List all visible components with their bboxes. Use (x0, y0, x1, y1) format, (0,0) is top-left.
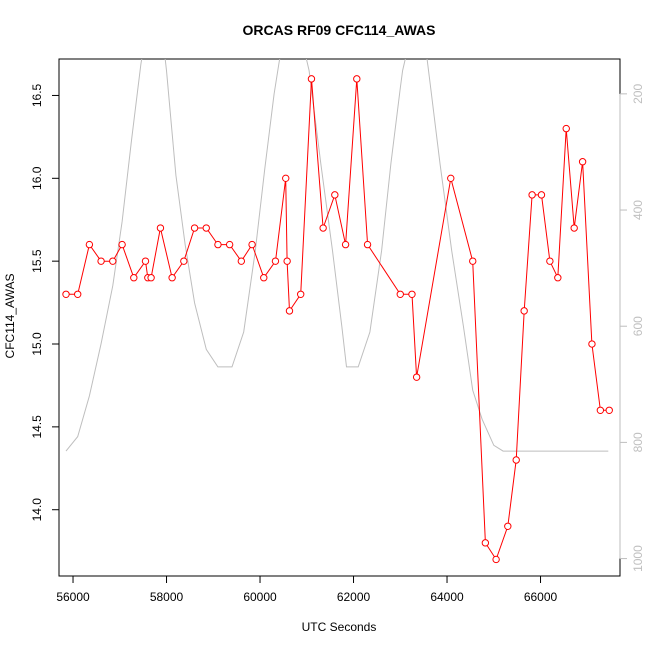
cfc114-point (605, 406, 613, 414)
cfc114-point (118, 240, 126, 249)
cfc114-point (214, 240, 222, 249)
cfc114-point (537, 191, 546, 199)
cfc114-point (248, 240, 256, 249)
cfc114-point (554, 274, 562, 282)
cfc114-point (97, 257, 105, 265)
cfc114-point (260, 274, 268, 282)
cfc114-point (168, 274, 176, 282)
cfc114-point (307, 75, 316, 83)
cfc114-point (408, 290, 416, 299)
plot-frame (58, 58, 621, 577)
cfc114-point (481, 539, 490, 547)
cfc114-point (447, 174, 455, 183)
cfc114-point (396, 290, 404, 299)
cfc114-point (109, 257, 117, 265)
y-tick-label: 16.0 (30, 166, 44, 190)
cfc114-point (202, 224, 210, 232)
x-tick-label: 60000 (243, 590, 277, 604)
y2-tick-label: 800 (631, 432, 645, 452)
cfc114-point (596, 406, 605, 414)
cfc114-point (296, 290, 305, 299)
cfc114-point (190, 224, 199, 232)
cfc114-point (74, 290, 82, 299)
cfc114-point (353, 75, 361, 83)
cfc114-point (562, 124, 570, 133)
cfc114-point (578, 158, 587, 166)
cfc114-point (570, 224, 578, 232)
cfc114-point (282, 174, 290, 183)
cfc114-point (588, 340, 596, 348)
x-tick-label: 62000 (337, 590, 371, 604)
cfc114-point (469, 257, 477, 265)
y-axis-label: CFC114_AWAS (3, 274, 17, 359)
y2-tick-label: 200 (631, 84, 645, 104)
x-tick-label: 66000 (524, 590, 558, 604)
chart-title: ORCAS RF09 CFC114_AWAS (243, 22, 436, 38)
cfc114-point (147, 274, 155, 282)
y-tick-label: 14.0 (30, 498, 44, 522)
cfc114-point (341, 240, 350, 249)
cfc114-point (85, 240, 94, 249)
x-tick-label: 56000 (56, 590, 90, 604)
cfc114-point (492, 555, 500, 564)
cfc114-point (363, 240, 372, 249)
cfc114-point (512, 456, 520, 464)
cfc114-point (283, 257, 291, 265)
x-tick-label: 58000 (150, 590, 184, 604)
cfc114-point (331, 191, 339, 199)
cfc114-point (225, 240, 234, 249)
y-tick-label: 14.5 (30, 415, 44, 439)
y-tick-label: 15.0 (30, 332, 44, 356)
cfc114-point (546, 257, 554, 265)
x-axis-label: UTC Seconds (302, 620, 377, 634)
cfc114-point (319, 224, 327, 232)
cfc114-point (528, 191, 536, 199)
cfc114-point (130, 274, 138, 282)
y2-tick-label: 1000 (631, 545, 645, 572)
x-tick-label: 64000 (430, 590, 464, 604)
cfc114-point (156, 224, 165, 232)
cfc114-point (520, 307, 528, 315)
cfc114-point (412, 373, 421, 381)
cfc114-point (237, 257, 246, 265)
cfc114-point (180, 257, 188, 265)
cfc114-point (504, 522, 512, 530)
y2-tick-label: 400 (631, 200, 645, 220)
y-tick-label: 15.5 (30, 249, 44, 273)
cfc114-point (285, 307, 294, 315)
y2-tick-label: 600 (631, 316, 645, 336)
plot-area: 56000 58000 60000 62000 64000 66000 14.0 14.5 15… (30, 58, 645, 604)
cfc114-point (141, 257, 150, 265)
cfc114-point (271, 257, 280, 265)
y-tick-label: 16.5 (30, 83, 44, 107)
altitude-profile-line (65, 59, 609, 452)
cfc114-point (62, 290, 70, 299)
cfc114-line (66, 78, 610, 561)
